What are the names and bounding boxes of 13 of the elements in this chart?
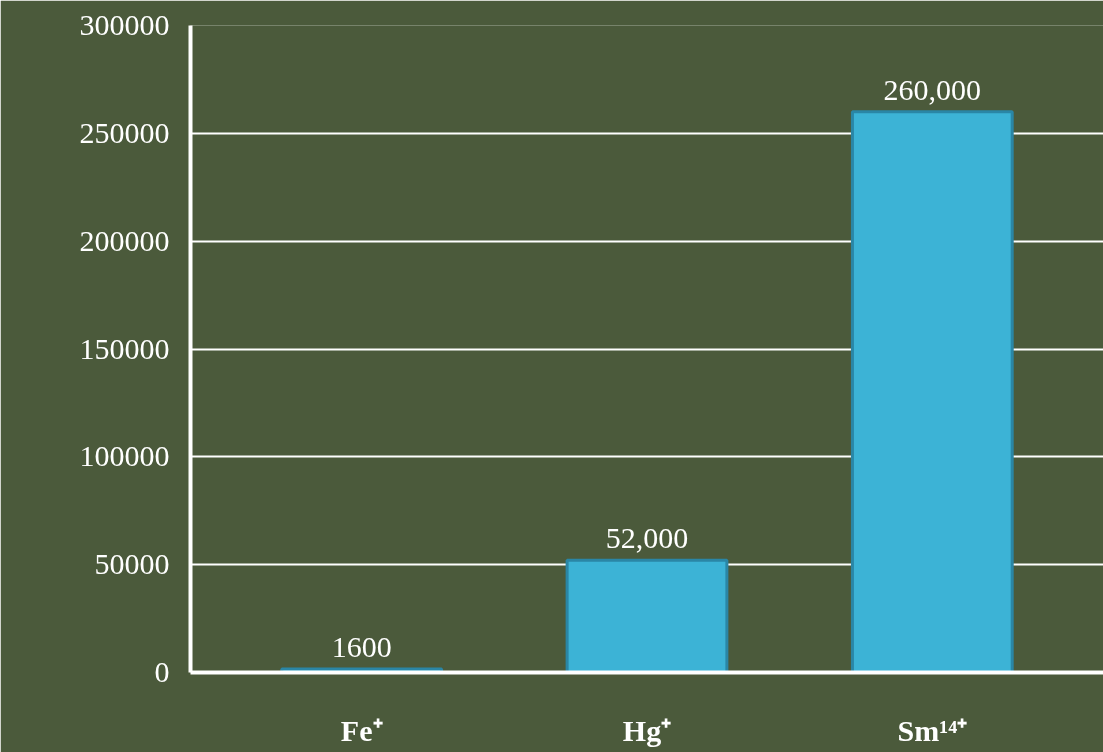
- y-tick-label: 0: [154, 655, 170, 688]
- x-tick-label: Fe⁺: [340, 713, 383, 747]
- y-tick-label: 150000: [79, 331, 170, 365]
- y-tick-label: 300000: [79, 8, 170, 41]
- data-label: 260,000: [883, 72, 982, 106]
- x-tick-label: Hg⁺: [622, 713, 672, 747]
- y-tick-label: 200000: [79, 223, 170, 257]
- y-tick-label: 50000: [94, 547, 170, 581]
- y-tick-label: 250000: [79, 115, 170, 149]
- data-label: 52,000: [605, 521, 689, 555]
- y-tick-label: 100000: [79, 439, 170, 473]
- data-label: 1600: [331, 630, 392, 664]
- x-tick-label: Sm¹⁴⁺: [897, 713, 968, 747]
